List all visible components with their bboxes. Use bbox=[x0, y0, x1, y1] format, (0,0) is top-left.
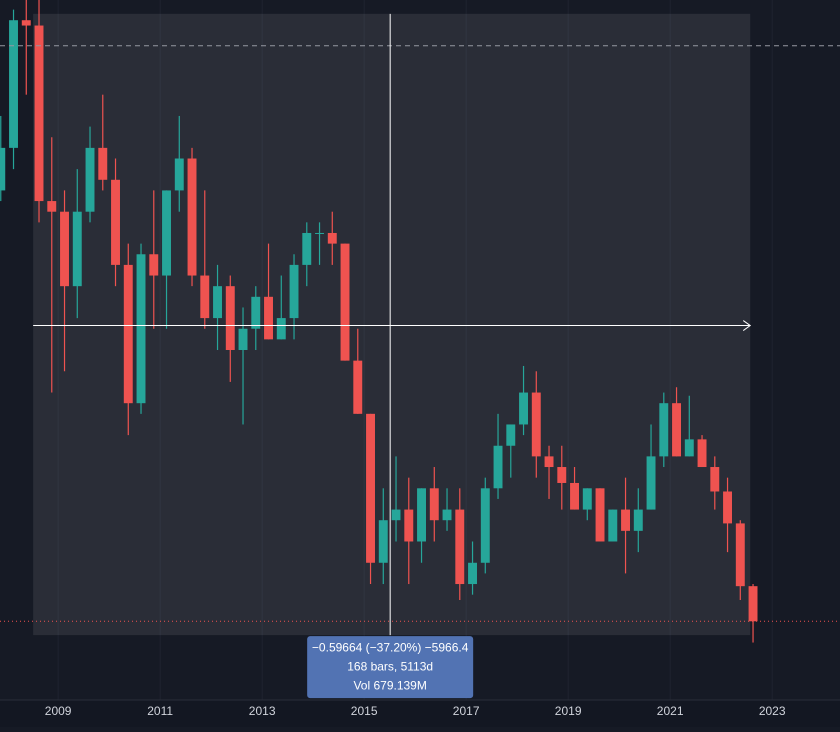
candle-body bbox=[684, 439, 694, 457]
candle-body bbox=[200, 275, 210, 319]
candle-body bbox=[404, 509, 414, 542]
candle-body bbox=[111, 179, 120, 265]
candle-body bbox=[85, 147, 95, 212]
candle-body bbox=[468, 562, 477, 585]
candle-body bbox=[34, 25, 44, 202]
candle-body bbox=[595, 488, 605, 542]
candle-body bbox=[60, 211, 69, 287]
candle-body bbox=[366, 413, 375, 563]
candle-body bbox=[276, 318, 286, 340]
candle-body bbox=[289, 264, 299, 319]
candle-body bbox=[659, 403, 669, 457]
measurement bbox=[33, 13, 751, 636]
candle-body bbox=[187, 158, 197, 276]
candle-body bbox=[493, 445, 503, 489]
candle-body bbox=[582, 488, 592, 510]
candle-body bbox=[608, 509, 618, 542]
candle-body bbox=[672, 403, 682, 457]
candle-body bbox=[251, 296, 261, 329]
measure-label: −0.59664 (−37.20%) −5966.4 bbox=[312, 640, 469, 654]
measure-label: Vol 679.139M bbox=[353, 678, 426, 692]
candle-body bbox=[621, 509, 630, 531]
candle-body bbox=[519, 392, 528, 425]
arrow-head bbox=[742, 320, 752, 331]
x-tick-label: 2019 bbox=[555, 704, 582, 718]
overlay: −0.59664 (−37.20%) −5966.4 168 bars, 5113… bbox=[0, 13, 840, 699]
measure-area bbox=[33, 13, 751, 636]
candle-body bbox=[213, 286, 222, 319]
candle-body bbox=[21, 20, 31, 26]
x-tick-label: 2017 bbox=[453, 704, 480, 718]
candle-body bbox=[748, 586, 758, 622]
x-tick-label: 2011 bbox=[147, 704, 173, 718]
candle-body bbox=[72, 211, 82, 287]
candle-body bbox=[47, 201, 57, 212]
candle-body bbox=[162, 190, 171, 276]
candle-body bbox=[340, 243, 350, 361]
grid bbox=[57, 0, 773, 700]
candle-body bbox=[544, 456, 554, 468]
candle-body bbox=[506, 424, 516, 446]
candle-body bbox=[646, 456, 656, 510]
candle-body bbox=[238, 328, 248, 350]
candle-body bbox=[633, 509, 643, 531]
measure-label: 168 bars, 5113d bbox=[347, 659, 433, 673]
candle-body bbox=[378, 520, 388, 563]
candle-body bbox=[225, 286, 235, 350]
candle-body bbox=[174, 158, 184, 191]
candle-body bbox=[98, 147, 108, 180]
candle-body bbox=[735, 523, 745, 587]
candle-body bbox=[327, 232, 337, 244]
candle-body bbox=[557, 467, 567, 483]
candle-body bbox=[697, 439, 707, 468]
candle-body bbox=[455, 509, 465, 585]
candle-body bbox=[417, 488, 426, 542]
measure-label-box bbox=[307, 636, 474, 699]
candle-body bbox=[9, 20, 18, 148]
x-axis: 2009 2011 2013 2015 2017 2019 2021 2023 bbox=[45, 704, 786, 718]
candle-body bbox=[123, 264, 133, 404]
candle-body bbox=[264, 296, 273, 340]
candle-body bbox=[149, 254, 159, 276]
x-tick-label: 2023 bbox=[759, 704, 786, 718]
candle-body bbox=[136, 254, 146, 404]
candle-body bbox=[302, 232, 312, 265]
x-tick-label: 2013 bbox=[249, 704, 276, 718]
candle-body bbox=[353, 360, 363, 414]
candle-body bbox=[315, 232, 324, 234]
candle-body bbox=[710, 467, 720, 492]
x-axis-bar bbox=[0, 700, 840, 727]
candle-body bbox=[429, 488, 439, 521]
candle-body bbox=[723, 491, 733, 524]
candle-body bbox=[391, 509, 401, 521]
candle-body bbox=[570, 482, 579, 510]
candle-body bbox=[442, 509, 452, 521]
x-tick-label: 2021 bbox=[657, 704, 684, 718]
candle-body bbox=[0, 147, 6, 191]
x-tick-label: 2009 bbox=[45, 704, 72, 718]
candles bbox=[0, 0, 758, 643]
x-tick-label: 2015 bbox=[351, 704, 378, 718]
candle-body bbox=[531, 392, 541, 457]
candle-body bbox=[480, 488, 490, 563]
